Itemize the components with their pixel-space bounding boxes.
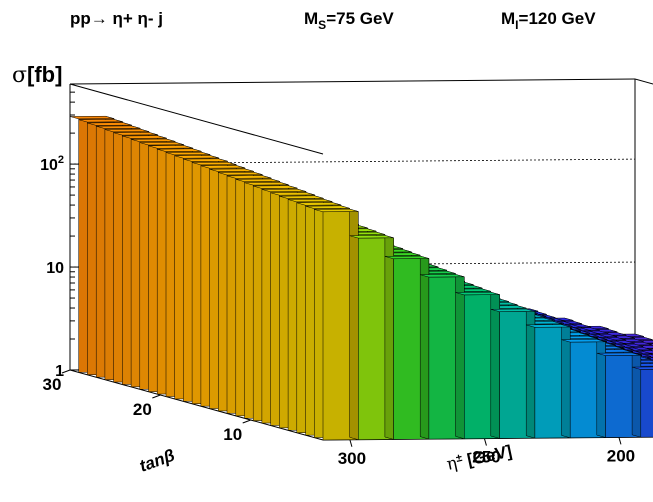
x-tick-label: 200 — [607, 446, 635, 465]
x-tick-label: 250 — [472, 448, 500, 467]
z-axis-title: σ[fb] — [12, 62, 62, 88]
bar — [455, 291, 500, 440]
frame-edge — [69, 78, 636, 85]
y-tick — [152, 394, 161, 399]
x-tick-label: 300 — [338, 449, 366, 468]
frame-edge — [634, 78, 653, 85]
bar — [632, 366, 653, 438]
y-axis-ticks: 10 20 30 — [43, 369, 251, 444]
bar — [561, 338, 606, 439]
mi-label: MI=120 GeV — [501, 9, 596, 32]
bar — [349, 235, 394, 440]
y-axis-title: tanβ — [137, 446, 177, 476]
bar — [314, 208, 359, 441]
bar — [384, 255, 430, 440]
bar — [596, 352, 642, 438]
y-tick — [61, 369, 71, 374]
x-axis-ticks: 100150200250300 — [338, 437, 635, 468]
bar — [490, 308, 536, 439]
z-tick-label: 10 — [46, 260, 64, 277]
ms-label: MS=75 GeV — [304, 9, 394, 32]
process-label: pp→ η+ η- j — [70, 9, 163, 28]
z-tick-label: 102 — [40, 154, 64, 174]
y-tick — [242, 419, 251, 424]
x-tick — [349, 439, 353, 447]
y-tick-label: 10 — [223, 425, 242, 444]
y-tick-label: 30 — [43, 375, 62, 394]
bar — [420, 274, 465, 440]
x-tick — [618, 437, 622, 445]
frame-edge — [69, 369, 324, 441]
x-tick — [483, 438, 487, 446]
z-tick-label: 1 — [55, 363, 64, 380]
frame-edge — [69, 83, 324, 155]
z-axis: 1 10 102 — [40, 83, 79, 380]
bar — [526, 324, 571, 439]
bars — [69, 115, 653, 441]
y-tick-label: 20 — [133, 400, 152, 419]
